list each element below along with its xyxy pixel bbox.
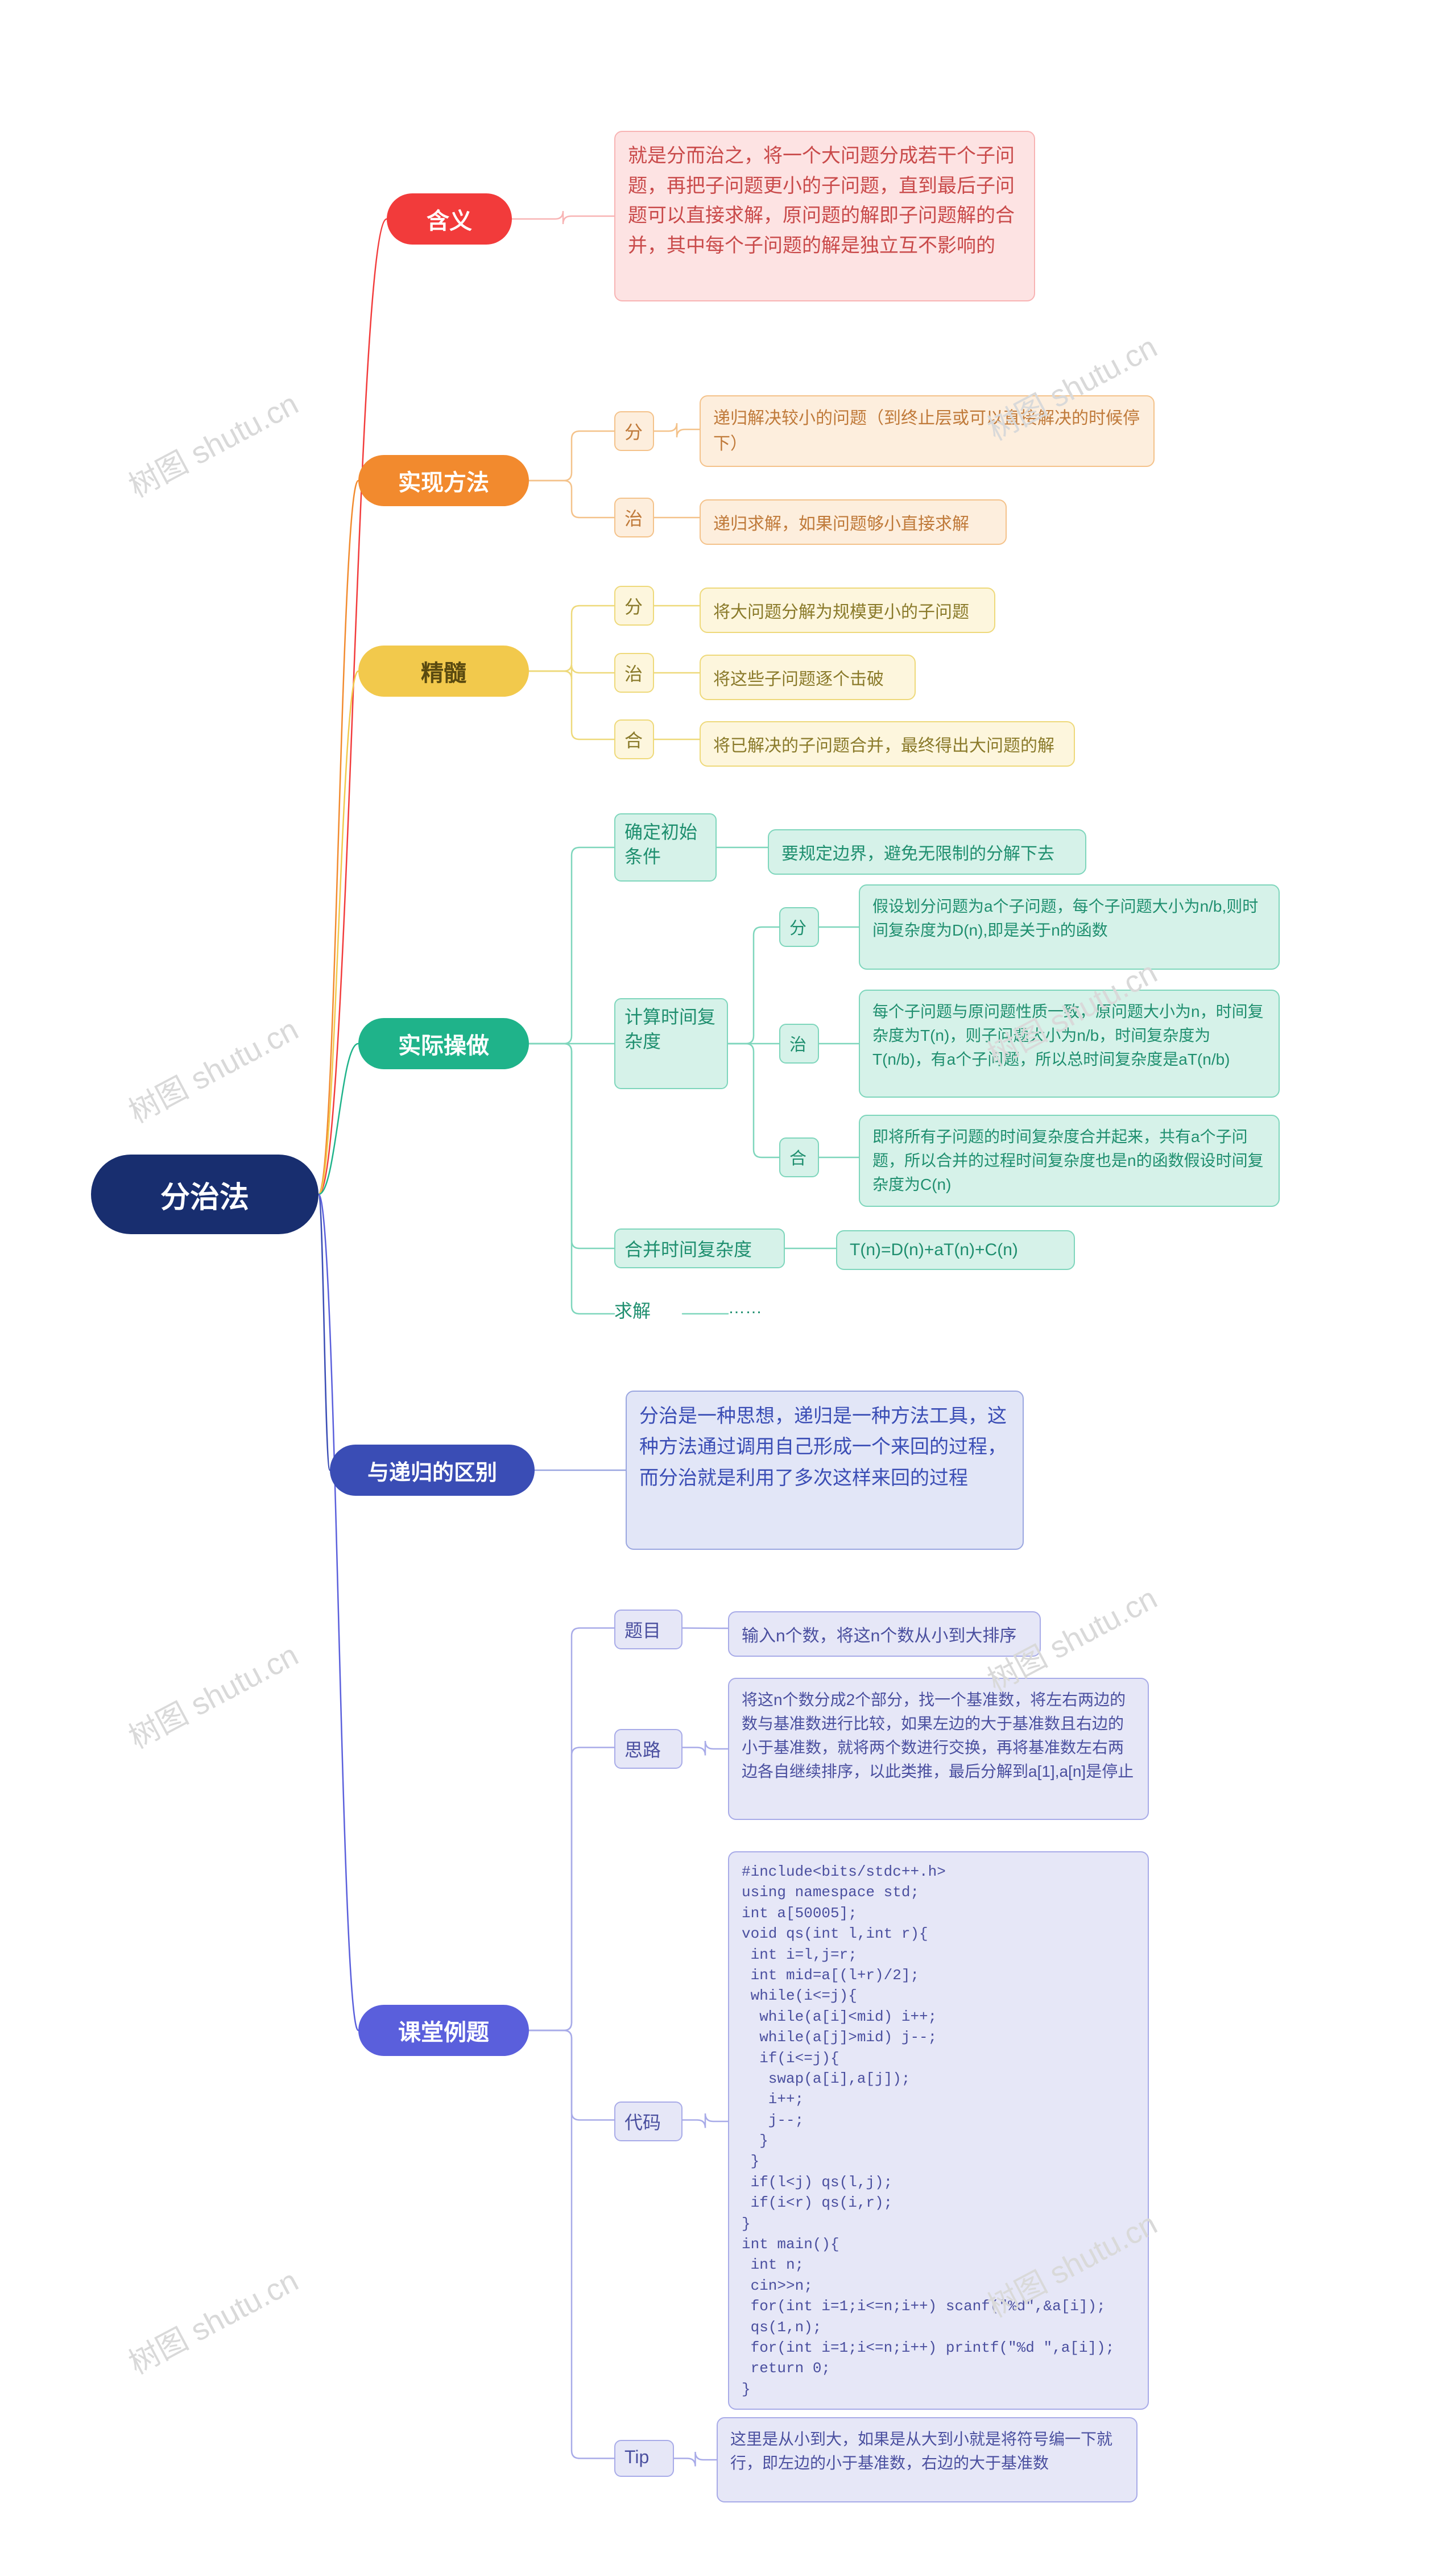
branch-b2: 实现方法: [358, 455, 529, 506]
node-d1-3: 求解: [614, 1297, 682, 1331]
branch-b1: 含义: [387, 193, 512, 245]
node-d1-2: 代码: [614, 2101, 682, 2141]
node-d1-3: Tip: [614, 2440, 674, 2477]
node-d1-1: 计算时间复杂度: [614, 998, 728, 1089]
node-d1-2: 合并时间复杂度: [614, 1228, 785, 1268]
node-d3-0: 即将所有子问题的时间复杂度合并起来，共有a个子问题，所以合并的过程时间复杂度也是…: [859, 1115, 1280, 1207]
node-d2-0: 将大问题分解为规模更小的子问题: [700, 588, 995, 633]
watermark-4: 树图 shutu.cn: [119, 1630, 305, 1757]
node-d1-1: 治: [614, 653, 654, 693]
root-node: 分治法: [91, 1155, 318, 1234]
branch-b3: 精髓: [358, 646, 529, 697]
node-d2-1: 治: [779, 1024, 819, 1064]
node-d2-0: 将这n个数分成2个部分，找一个基准数，将左右两边的数与基准数进行比较，如果左边的…: [728, 1678, 1149, 1820]
branch-b5: 与递归的区别: [330, 1445, 535, 1496]
watermark-0: 树图 shutu.cn: [119, 379, 305, 506]
node-d2-0: 这里是从小到大，如果是从大到小就是将符号编一下就行，即左边的小于基准数，右边的大…: [717, 2417, 1138, 2502]
node-d2-0: 分: [779, 907, 819, 947]
node-d1-0: 题目: [614, 1610, 682, 1649]
node-d2-0: 将已解决的子问题合并，最终得出大问题的解: [700, 721, 1075, 767]
watermark-2: 树图 shutu.cn: [119, 1004, 305, 1131]
node-d2-0: 递归求解，如果问题够小直接求解: [700, 499, 1007, 545]
node-d2-0: T(n)=D(n)+aT(n)+C(n): [836, 1230, 1075, 1270]
node-d2-0: ……: [728, 1298, 785, 1329]
node-d1-0: 分: [614, 586, 654, 626]
node-d2-0: 递归解决较小的问题（到终止层或可以直接解决的时候停下）: [700, 395, 1155, 467]
node-d1-0: 分治是一种思想，递归是一种方法工具，这种方法通过调用自己形成一个来回的过程，而分…: [626, 1391, 1024, 1550]
node-d1-0: 就是分而治之，将一个大问题分成若干个子问题，再把子问题更小的子问题，直到最后子问…: [614, 131, 1035, 301]
mindmap-stage: 分治法 含义 就是分而治之，将一个大问题分成若干个子问题，再把子问题更小的子问题，直…: [0, 0, 1456, 2569]
node-d1-1: 思路: [614, 1729, 682, 1769]
node-d1-1: 治: [614, 498, 654, 537]
node-d2-0: 要规定边界，避免无限制的分解下去: [768, 829, 1086, 875]
node-d2-0: 将这些子问题逐个击破: [700, 655, 916, 700]
node-d1-0: 确定初始条件: [614, 813, 717, 882]
node-d3-0: 每个子问题与原问题性质一致，原问题大小为n，时间复杂度为T(n)，则子问题大小为…: [859, 990, 1280, 1098]
node-d3-0: 假设划分问题为a个子问题，每个子问题大小为n/b,则时间复杂度为D(n),即是关…: [859, 884, 1280, 970]
node-d1-0: 分: [614, 411, 654, 451]
node-d2-0: 输入n个数，将这n个数从小到大排序: [728, 1611, 1041, 1657]
branch-b6: 课堂例题: [358, 2005, 529, 2056]
node-d1-2: 合: [614, 719, 654, 759]
watermark-6: 树图 shutu.cn: [119, 2256, 305, 2382]
node-d2-0: #include<bits/stdc++.h> using namespace …: [728, 1851, 1149, 2410]
node-d2-2: 合: [779, 1137, 819, 1177]
branch-b4: 实际操做: [358, 1018, 529, 1069]
